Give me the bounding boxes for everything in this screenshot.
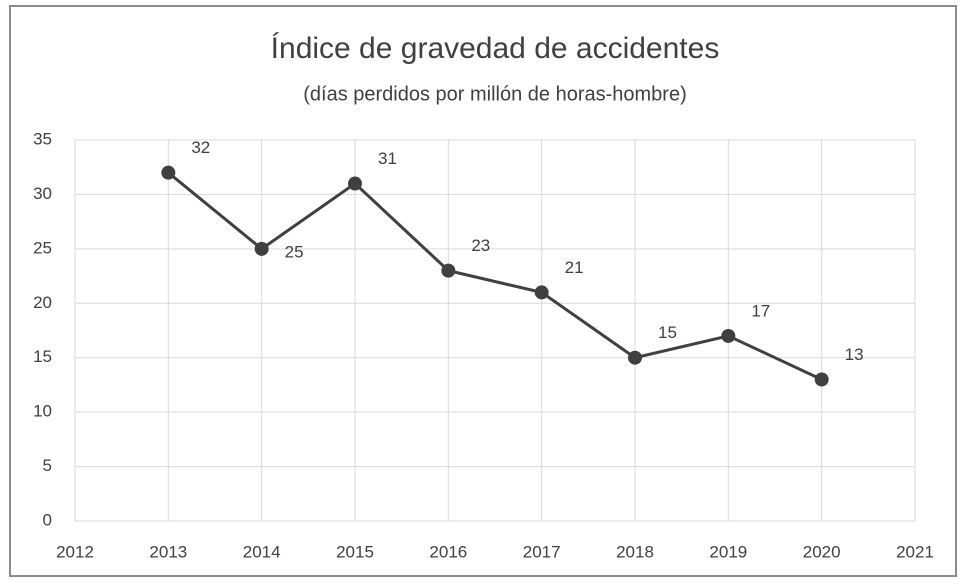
x-tick-label: 2018	[616, 542, 654, 561]
x-tick-label: 2016	[429, 542, 467, 561]
point	[534, 285, 549, 300]
y-tick-label: 35	[33, 129, 52, 148]
x-tick-label: 2017	[523, 542, 561, 561]
x-tick-label: 2021	[896, 542, 934, 561]
y-tick-label: 15	[33, 347, 52, 366]
point	[721, 328, 736, 343]
x-tick-label: 2012	[56, 542, 94, 561]
y-tick-label: 25	[33, 238, 52, 257]
point	[441, 263, 456, 278]
point	[161, 165, 176, 180]
chart-frame	[9, 5, 957, 577]
data-label: 23	[471, 236, 490, 255]
x-tick-label: 2013	[149, 542, 187, 561]
chart-title: Índice de gravedad de accidentes	[271, 32, 720, 65]
data-label: 32	[191, 138, 210, 157]
data-label: 15	[658, 323, 677, 342]
point	[254, 241, 269, 256]
series-line	[167, 171, 823, 381]
point	[628, 350, 642, 365]
x-tick-label: 2014	[243, 542, 281, 561]
data-label: 25	[285, 242, 304, 261]
x-tick-label: 2019	[709, 542, 747, 561]
point	[348, 176, 362, 191]
chart-subtitle: (días perdidos por millón de horas-hombr…	[303, 83, 687, 105]
data-label: 13	[845, 345, 864, 364]
y-tick-label: 10	[33, 402, 52, 421]
point	[814, 372, 829, 387]
data-label: 31	[378, 149, 397, 168]
x-tick-label: 2015	[336, 542, 374, 561]
data-label: 21	[565, 258, 584, 277]
y-tick-label: 0	[43, 510, 52, 529]
x-tick-label: 2020	[803, 542, 841, 561]
y-tick-label: 5	[43, 456, 52, 475]
data-label: 17	[751, 301, 770, 320]
y-tick-label: 30	[33, 184, 52, 203]
y-tick-label: 20	[33, 293, 52, 312]
